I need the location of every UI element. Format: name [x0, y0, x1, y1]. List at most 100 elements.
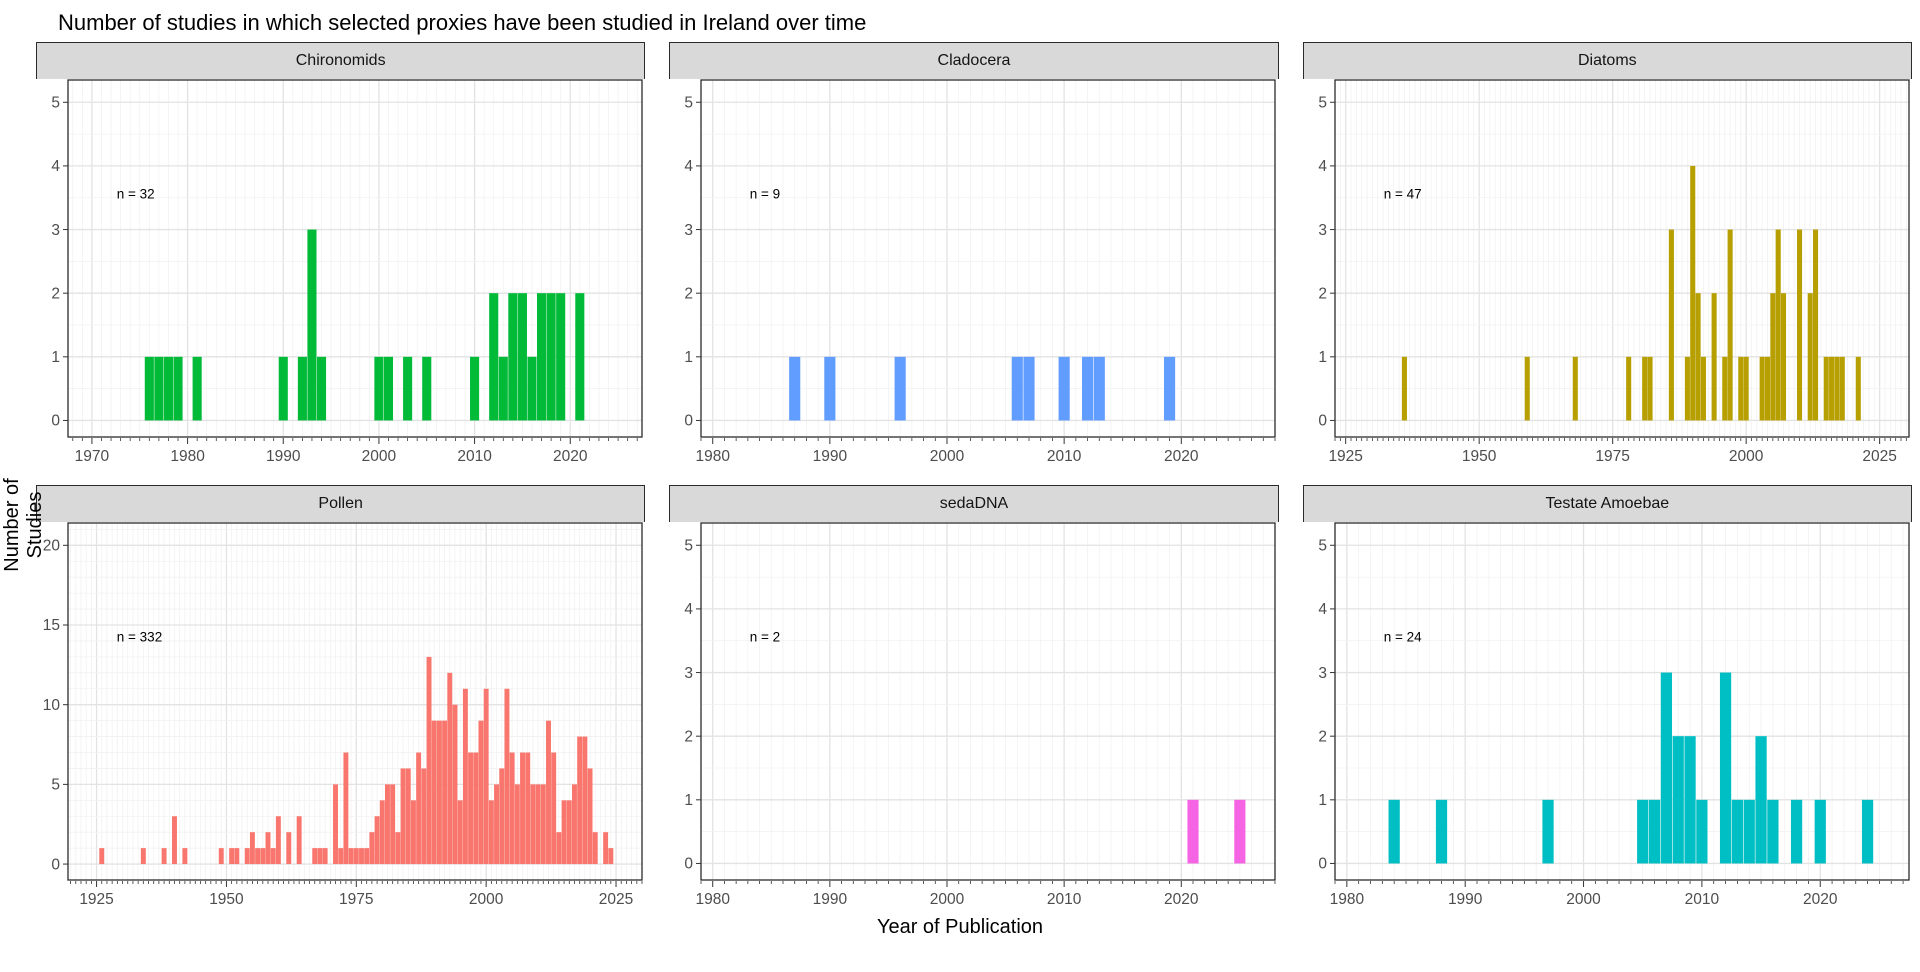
bar	[359, 848, 364, 865]
bar	[1861, 799, 1873, 864]
bar	[395, 832, 401, 865]
svg-text:2000: 2000	[362, 448, 397, 465]
bar	[1737, 356, 1743, 421]
bar	[1641, 356, 1647, 421]
svg-text:4: 4	[685, 158, 694, 175]
bar	[540, 784, 546, 865]
svg-text:1990: 1990	[813, 448, 848, 465]
bars	[789, 356, 1176, 421]
x-axis-ticks	[1334, 881, 1904, 887]
bar	[140, 848, 146, 865]
n-annotation: n = 9	[750, 186, 780, 201]
facet-plot: 1980 1990 2000 2010 2020 0 1 2 3 4 5 n = 2	[669, 522, 1278, 914]
bar	[494, 784, 500, 865]
svg-text:2010: 2010	[457, 448, 492, 465]
bar	[364, 848, 370, 865]
svg-text:1990: 1990	[266, 448, 301, 465]
bar	[1023, 356, 1035, 421]
svg-text:2: 2	[1318, 728, 1327, 745]
bar	[270, 848, 276, 865]
bar	[603, 832, 609, 865]
svg-text:5: 5	[1318, 94, 1327, 111]
bar	[894, 356, 907, 421]
bar	[1766, 799, 1779, 864]
bar	[348, 848, 354, 865]
bar	[218, 848, 224, 865]
bar	[608, 848, 614, 865]
bar	[1743, 799, 1755, 864]
bar	[1755, 736, 1767, 864]
svg-text:1975: 1975	[1595, 448, 1629, 465]
bar	[556, 832, 562, 865]
svg-text:2000: 2000	[469, 891, 504, 908]
bar	[278, 356, 288, 421]
bar	[488, 800, 494, 865]
bar	[275, 816, 281, 865]
bar	[561, 800, 567, 865]
bar	[499, 768, 505, 865]
bar	[587, 768, 593, 865]
facet-strip-label: Diatoms	[1302, 42, 1912, 79]
svg-text:2020: 2020	[553, 448, 588, 465]
bar	[1647, 356, 1653, 421]
bar	[1164, 356, 1176, 421]
y-axis-ticks: 0 5 10 15 20	[43, 538, 68, 873]
bar	[265, 832, 271, 865]
bar	[383, 356, 394, 421]
bar	[421, 768, 427, 865]
bar	[400, 768, 406, 865]
bar	[317, 848, 323, 865]
panel-border	[67, 79, 643, 438]
bar	[468, 752, 474, 865]
x-gridlines	[1334, 80, 1907, 437]
bar	[405, 768, 411, 865]
facet-strip-label: Chironomids	[36, 42, 646, 79]
svg-text:1970: 1970	[75, 448, 110, 465]
panel-border	[1334, 79, 1910, 438]
y-axis-title: Number of Studies	[1, 478, 46, 572]
bar	[99, 848, 105, 865]
svg-text:2: 2	[685, 728, 694, 745]
y-axis-ticks: 0 1 2 3 4 5	[51, 94, 68, 430]
bar	[307, 229, 317, 421]
svg-text:2020: 2020	[1164, 891, 1199, 908]
facet-pollen: Pollen 1925 1950 1975 2000 2025 0 5 10 15 20 n = 33…	[36, 485, 646, 914]
bar	[525, 752, 531, 865]
bar	[343, 752, 349, 865]
bars	[99, 656, 614, 865]
n-annotation: n = 24	[1383, 629, 1421, 644]
facet-plot: 1925 1950 1975 2000 2025 0 1 2 3 4 5 n = 47	[1303, 79, 1912, 471]
svg-text:1975: 1975	[339, 891, 373, 908]
bar	[457, 800, 463, 865]
bar	[508, 293, 518, 421]
bar	[286, 832, 292, 865]
y-gridlines	[1334, 544, 1909, 865]
x-axis-labels: 1970 1980 1990 2000 2010 2020	[75, 448, 588, 465]
y-axis-ticks: 0 1 2 3 4 5	[1318, 537, 1335, 873]
bar	[316, 356, 327, 421]
bar	[244, 848, 250, 865]
bar	[442, 720, 448, 865]
svg-text:1950: 1950	[1462, 448, 1497, 465]
bar	[374, 356, 384, 421]
svg-text:2025: 2025	[1862, 448, 1896, 465]
bar	[566, 800, 572, 865]
y-gridlines	[701, 101, 1276, 422]
x-gridlines	[70, 523, 643, 880]
bar	[1672, 736, 1684, 864]
bar	[385, 784, 390, 865]
svg-text:1925: 1925	[1328, 448, 1362, 465]
bar	[297, 356, 307, 421]
bar	[1743, 356, 1749, 421]
bar	[1094, 356, 1106, 421]
bar	[1684, 356, 1690, 421]
y-axis-ticks: 0 1 2 3 4 5	[685, 94, 702, 430]
bar	[1807, 293, 1813, 421]
svg-text:1980: 1980	[170, 448, 205, 465]
x-axis-ticks	[700, 881, 1276, 887]
x-axis-labels: 1925 1950 1975 2000 2025	[1328, 448, 1896, 465]
bar	[422, 356, 432, 421]
bar	[1828, 356, 1834, 421]
svg-text:2020: 2020	[1164, 448, 1199, 465]
svg-text:1990: 1990	[1448, 891, 1483, 908]
